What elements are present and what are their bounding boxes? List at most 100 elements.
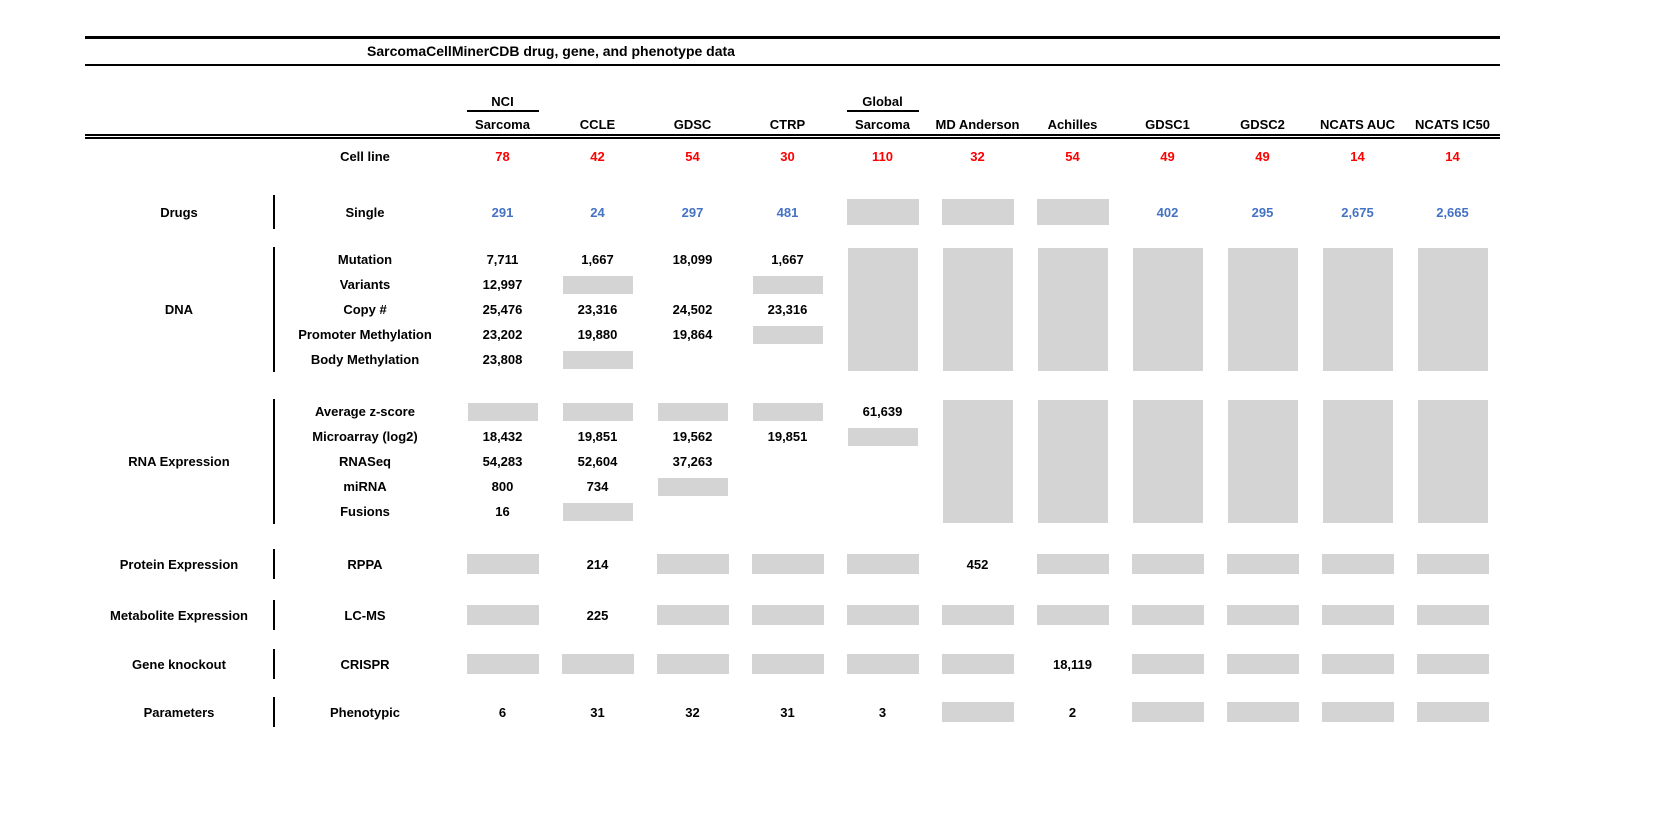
no-data-box — [1416, 554, 1489, 574]
no-data-box — [941, 654, 1014, 674]
no-data-box — [1131, 654, 1204, 674]
no-data-box — [1226, 654, 1299, 674]
cell-dna-col4 — [835, 247, 930, 372]
header-row: NCI Sarcoma CCLE GDSC CTRP Global Sarcoma MD An… — [85, 92, 1500, 132]
cell-rna-expression-col9 — [1310, 399, 1405, 524]
row-label-crispr: CRISPR — [340, 656, 390, 672]
group-drugs: Drugs Single 291 24 297 481 402 295 2,675 2,665 — [85, 195, 1500, 229]
row-label-promoter-methylation: Promoter Methylation — [298, 327, 432, 342]
column-header-gdsc2-8: GDSC2 — [1240, 117, 1285, 132]
no-data-box — [561, 654, 634, 674]
no-data-box-tall — [1417, 400, 1488, 523]
column-header-ncats-auc-9: NCATS AUC — [1319, 117, 1396, 132]
value-phenotypic-col4: 3 — [878, 704, 887, 720]
cell-phenotypic-col9 — [1310, 697, 1405, 727]
no-data-box — [467, 402, 538, 421]
row-label-mirna: miRNA — [343, 479, 387, 494]
cell-crispr-col8 — [1215, 649, 1310, 679]
value-single-col0: 291 — [491, 204, 514, 220]
no-data-box — [1131, 554, 1204, 574]
no-data-box — [1321, 654, 1394, 674]
cell-rppa-col10 — [1405, 549, 1500, 579]
cell-microarray-log2-col4 — [835, 424, 930, 449]
row-label-rnaseq: RNASeq — [338, 454, 391, 469]
cell-average-z-score-col3 — [740, 399, 835, 424]
cell-line-count-col10: 14 — [1445, 148, 1460, 164]
value-microarray-log2-col0: 18,432 — [482, 429, 523, 444]
value-copy-col2: 24,502 — [672, 302, 713, 317]
no-data-box-tall — [942, 248, 1013, 371]
category-label-metabolite-expression: Metabolite Expression — [85, 600, 275, 630]
cell-average-z-score-col1 — [550, 399, 645, 424]
cell-crispr-col1 — [550, 649, 645, 679]
blank-cell-body-methylation-col2 — [645, 347, 740, 372]
value-mirna-col1: 734 — [586, 479, 609, 494]
column-header-ncats-ic50-10: NCATS IC50 — [1415, 117, 1490, 132]
no-data-box-tall — [847, 248, 918, 371]
no-data-box — [751, 554, 824, 574]
column-header-gdsc1-7: GDSC1 — [1145, 117, 1190, 132]
cell-fusions-col1 — [550, 499, 645, 524]
no-data-box — [657, 477, 728, 496]
blank-cell-mirna-col3 — [740, 474, 835, 499]
figure-title: SarcomaCellMinerCDB drug, gene, and phen… — [367, 43, 735, 59]
cell-variants-col1 — [550, 272, 645, 297]
column-header-sarcoma-0: Sarcoma — [475, 117, 530, 132]
cell-rna-expression-col10 — [1405, 399, 1500, 524]
no-data-box-tall — [1322, 400, 1393, 523]
no-data-box — [1131, 605, 1204, 625]
cell-rppa-col4 — [835, 549, 930, 579]
value-promoter-methylation-col1: 19,880 — [577, 327, 618, 342]
no-data-box — [752, 402, 823, 421]
no-data-box — [1036, 605, 1109, 625]
value-mirna-col0: 800 — [491, 479, 514, 494]
table-body: Drugs Single 291 24 297 481 402 295 2,675 2,665 DN… — [85, 195, 1500, 727]
column-header-top-label: Global — [846, 94, 919, 112]
category-label-gene-knockout: Gene knockout — [85, 649, 275, 679]
category-label-parameters: Parameters — [85, 697, 275, 727]
cell-single-col6 — [1025, 195, 1120, 229]
no-data-box — [562, 502, 633, 521]
row-label-phenotypic: Phenotypic — [329, 704, 401, 720]
no-data-box — [656, 654, 729, 674]
value-single-col3: 481 — [776, 204, 799, 220]
blank-cell-mirna-col4 — [835, 474, 930, 499]
cell-rppa-col0 — [455, 549, 550, 579]
no-data-box — [846, 605, 919, 625]
category-label-dna: DNA — [85, 247, 275, 372]
cell-dna-col7 — [1120, 247, 1215, 372]
row-label-rppa: RPPA — [347, 556, 383, 572]
no-data-box — [656, 605, 729, 625]
no-data-box — [1226, 554, 1299, 574]
cell-lc-ms-col10 — [1405, 600, 1500, 630]
no-data-box — [1416, 702, 1489, 722]
value-microarray-log2-col2: 19,562 — [672, 429, 713, 444]
cell-lc-ms-col5 — [930, 600, 1025, 630]
no-data-box-tall — [1322, 248, 1393, 371]
value-phenotypic-col6: 2 — [1068, 704, 1077, 720]
column-header-gdsc-2: GDSC — [673, 117, 712, 132]
blank-cell-variants-col2 — [645, 272, 740, 297]
blank-cell-body-methylation-col3 — [740, 347, 835, 372]
cell-rppa-col2 — [645, 549, 740, 579]
no-data-box-tall — [1037, 248, 1108, 371]
value-fusions-col0: 16 — [495, 504, 510, 519]
column-header-md-anderson-5: MD Anderson — [935, 117, 1020, 132]
no-data-box — [562, 402, 633, 421]
row-label-body-methylation: Body Methylation — [310, 352, 420, 367]
cell-line-count-col7: 49 — [1160, 148, 1175, 164]
cell-lc-ms-col2 — [645, 600, 740, 630]
cell-dna-col8 — [1215, 247, 1310, 372]
group-protein-expression: Protein Expression RPPA 214 452 — [85, 549, 1500, 579]
value-single-col2: 297 — [681, 204, 704, 220]
value-average-z-score-col4: 61,639 — [862, 404, 903, 419]
cell-lc-ms-col6 — [1025, 600, 1120, 630]
no-data-box — [466, 605, 539, 625]
cell-mirna-col2 — [645, 474, 740, 499]
column-header-sarcoma-4: Sarcoma — [855, 117, 910, 132]
cell-line-count-col0: 78 — [495, 148, 510, 164]
value-phenotypic-col1: 31 — [590, 704, 605, 720]
value-single-col8: 295 — [1251, 204, 1274, 220]
row-label-fusions: Fusions — [340, 504, 390, 519]
value-body-methylation-col0: 23,808 — [482, 352, 523, 367]
